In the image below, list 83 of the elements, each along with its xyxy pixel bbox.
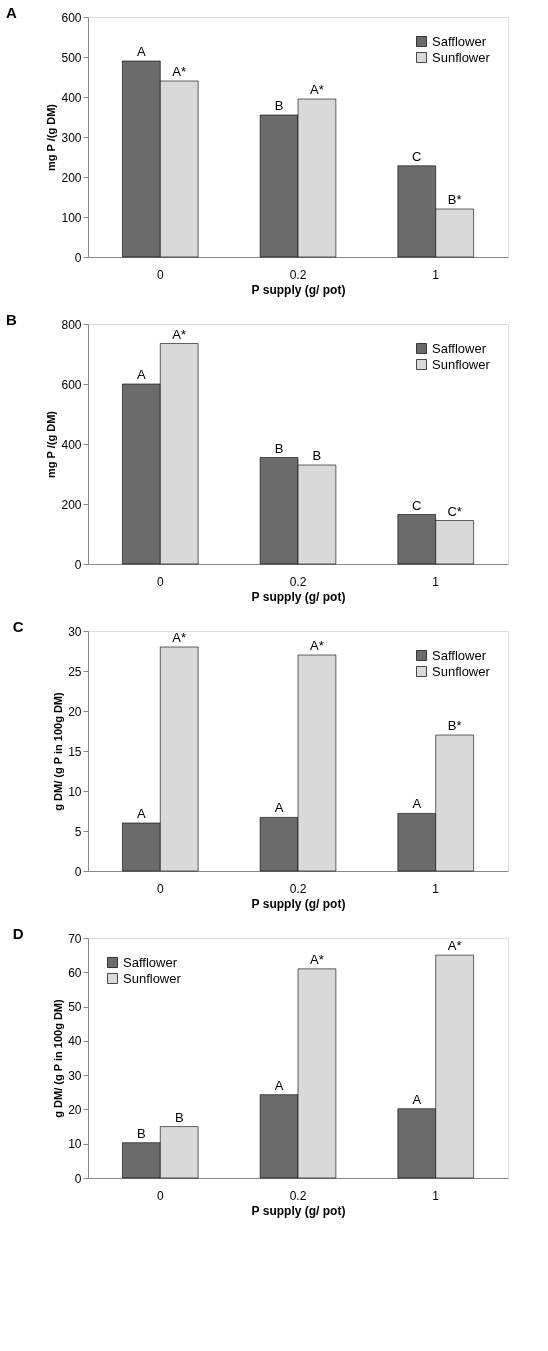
data-label: A* <box>172 64 187 79</box>
chart-title: C <box>12 618 24 635</box>
y-axis-title: g DM/ (g P in 100g DM) <box>52 998 65 1118</box>
x-tick-label: 1 <box>432 1188 440 1203</box>
x-axis-title: P supply (g/ pot) <box>251 589 346 604</box>
data-label: B <box>274 98 284 113</box>
y-tick-label: 10 <box>68 784 82 799</box>
chart-title: B <box>5 311 17 328</box>
x-axis-title: P supply (g/ pot) <box>251 282 346 297</box>
x-tick-label: 0 <box>156 574 164 589</box>
data-label: A* <box>172 630 187 645</box>
data-label: C* <box>447 503 462 519</box>
x-tick-label: 0 <box>156 881 164 896</box>
x-tick-label: 0.2 <box>289 1188 307 1203</box>
y-tick-label: 5 <box>74 824 82 839</box>
y-tick-label: 20 <box>68 1102 82 1117</box>
data-label: A <box>274 800 284 816</box>
y-tick-label: 30 <box>68 1068 82 1083</box>
y-tick-label: 0 <box>74 864 82 879</box>
y-tick-label: 200 <box>61 170 82 185</box>
y-tick-label: 600 <box>61 10 82 25</box>
y-tick-label: 25 <box>68 664 82 679</box>
y-tick-label: 0 <box>74 1171 82 1186</box>
y-tick-label: 500 <box>61 50 82 65</box>
data-label: B <box>274 440 284 456</box>
y-tick-label: 100 <box>61 210 82 225</box>
legend-label: Sunflower <box>432 663 491 679</box>
y-tick-label: 0 <box>74 557 82 572</box>
data-label: A <box>274 1077 284 1093</box>
data-label: A* <box>310 951 324 967</box>
y-tick-label: 20 <box>68 704 82 719</box>
legend-label: Safflower <box>123 954 178 970</box>
data-label: B* <box>447 192 462 207</box>
y-tick-label: 30 <box>68 624 82 639</box>
data-label: A* <box>172 326 187 342</box>
data-label: B <box>312 448 322 463</box>
y-tick-label: 400 <box>61 437 82 452</box>
data-label: A <box>412 1091 422 1107</box>
y-axis-title: g DM/ (g P in 100g DM) <box>52 691 65 811</box>
data-label: B* <box>447 718 462 733</box>
data-label: A* <box>447 938 462 954</box>
data-label: A <box>137 806 147 821</box>
legend-label: Sunflower <box>432 356 491 372</box>
legend-label: Safflower <box>432 340 487 356</box>
data-label: A <box>412 796 422 812</box>
chart-title: A <box>5 4 17 21</box>
legend-label: Safflower <box>432 647 487 663</box>
y-tick-label: 10 <box>68 1137 82 1152</box>
legend-label: Sunflower <box>123 970 182 986</box>
data-label: C <box>412 497 422 513</box>
x-tick-label: 1 <box>432 267 440 282</box>
data-label: C <box>412 148 422 164</box>
y-tick-label: 800 <box>61 317 82 332</box>
x-axis-title: P supply (g/ pot) <box>251 1203 346 1218</box>
x-tick-label: 0 <box>156 267 164 282</box>
legend-label: Sunflower <box>432 49 491 65</box>
x-tick-label: 1 <box>432 574 440 589</box>
y-tick-label: 0 <box>74 250 82 265</box>
x-tick-label: 0.2 <box>289 574 307 589</box>
chart-title: D <box>12 925 24 942</box>
y-tick-label: 60 <box>68 965 82 980</box>
data-label: B <box>137 1125 146 1141</box>
x-tick-label: 1 <box>432 881 440 896</box>
data-label: A* <box>310 82 324 97</box>
y-axis-title: mg P /(g DM) <box>45 103 58 172</box>
x-tick-label: 0.2 <box>289 267 307 282</box>
data-label: A* <box>310 638 324 653</box>
legend-label: Safflower <box>432 33 487 49</box>
y-axis-title: mg P /(g DM) <box>45 410 58 479</box>
x-tick-label: 0 <box>156 1188 164 1203</box>
y-tick-label: 15 <box>68 744 82 759</box>
y-tick-label: 70 <box>68 931 82 946</box>
y-tick-label: 200 <box>61 497 82 512</box>
y-tick-label: 400 <box>61 90 82 105</box>
x-axis-title: P supply (g/ pot) <box>251 896 346 911</box>
y-tick-label: 300 <box>61 130 82 145</box>
y-tick-label: 50 <box>68 1000 82 1015</box>
y-tick-label: 40 <box>68 1034 82 1049</box>
y-tick-label: 600 <box>61 377 82 392</box>
x-tick-label: 0.2 <box>289 881 307 896</box>
data-label: A <box>137 367 147 382</box>
data-label: A <box>137 44 147 59</box>
data-label: B <box>174 1109 184 1125</box>
